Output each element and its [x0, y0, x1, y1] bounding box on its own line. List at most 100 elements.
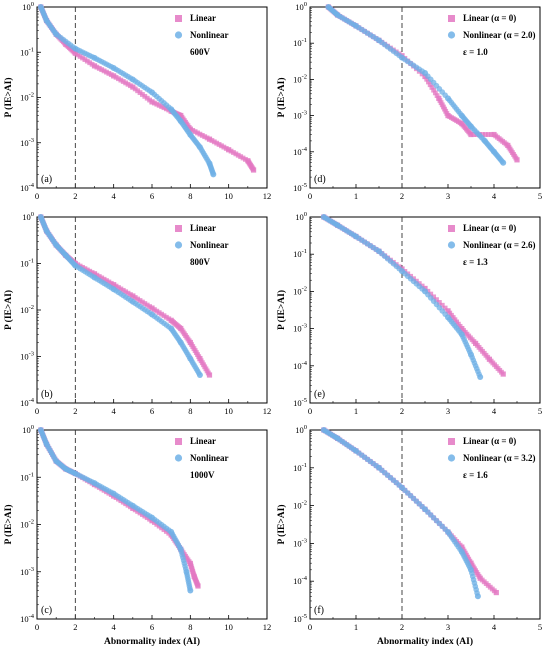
data-point: [206, 372, 213, 378]
y-axis-label: P (IE>AI): [3, 78, 14, 118]
legend-label-nonlinear: Nonlinear: [190, 453, 229, 463]
legend-swatch-nonlinear: [174, 241, 183, 249]
y-tick-label: 100: [295, 424, 307, 435]
legend-swatch-nonlinear: [447, 241, 456, 249]
legend-label-linear: Linear: [190, 223, 216, 233]
legend-label-linear: Linear: [190, 13, 216, 23]
y-tick-label: 10-4: [293, 360, 308, 371]
legend-label-linear: Linear (α = 0): [463, 436, 516, 446]
series-linear: [321, 214, 506, 377]
y-axis-label: P (IE>AI): [3, 505, 14, 545]
data-point: [488, 132, 494, 137]
x-tick-label: 0: [308, 622, 312, 632]
x-tick-label: 2: [73, 191, 77, 201]
legend-swatch-nonlinear: [447, 454, 456, 462]
legend-condition: ε = 1.3: [463, 257, 488, 267]
x-tick-label: 6: [150, 622, 154, 632]
legend-swatch-nonlinear: [174, 454, 183, 462]
y-tick-label: 10-2: [293, 73, 307, 84]
data-point: [431, 87, 437, 93]
plot-frame: [36, 6, 268, 189]
panel-f: 0 1 2 3 4 5 100 10-1 10-2 10-3 10-4 10-5 P (IE>AI) Ab…: [276, 424, 542, 647]
x-tick-label: 1: [354, 406, 358, 416]
legend-swatch-nonlinear: [447, 31, 456, 39]
legend: Linear (α = 0) Nonlinear (α = 2.0) ε = 1.0: [447, 13, 535, 57]
data-point: [500, 159, 507, 166]
x-tick-label: 2: [400, 622, 404, 632]
data-point: [428, 291, 434, 297]
x-tick-label: 0: [35, 406, 39, 416]
y-tick-label: 10-5: [293, 613, 307, 624]
y-tick-label: 10-3: [20, 351, 34, 362]
x-tick-label: 5: [538, 622, 542, 632]
legend: Linear Nonlinear 800V: [174, 223, 229, 267]
x-tick-label: 0: [35, 622, 39, 632]
legend-swatch-linear: [175, 225, 182, 232]
data-point: [431, 294, 437, 300]
x-tick-label: 4: [112, 622, 117, 632]
data-point: [424, 76, 430, 82]
legend-condition: 600V: [190, 47, 211, 57]
y-axis-label: P (IE>AI): [276, 505, 287, 545]
data-point: [436, 300, 442, 305]
legend-swatch-linear: [448, 15, 455, 22]
y-tick-label: 100: [22, 424, 34, 435]
data-point: [434, 297, 439, 303]
series-nonlinear: [37, 427, 194, 594]
series-linear: [38, 427, 201, 589]
y-tick-label: 10-4: [293, 575, 308, 586]
legend-swatch-linear: [448, 225, 455, 232]
y-tick-label: 10-2: [20, 519, 34, 530]
panel-e: 0 1 2 3 4 5 100 10-1 10-2 10-3 10-4 10-5 P (IE>AI) Li…: [276, 211, 542, 416]
panel-a: 0 2 4 6 8 10 12 100 10-1 10-2 10-3 10-4 P (IE>AI) Lin…: [3, 1, 271, 201]
panel-d: 0 1 2 3 4 5 100 10-1 10-2 10-3 10-4 10-5 P (IE>AI) Li…: [276, 1, 542, 201]
x-tick-label: 2: [73, 622, 77, 632]
legend-swatch-linear: [175, 438, 182, 445]
legend-swatch-nonlinear: [174, 31, 183, 39]
x-tick-label: 4: [492, 191, 497, 201]
panel-label: (e): [314, 389, 325, 400]
data-point: [434, 93, 440, 99]
legend-label-nonlinear: Nonlinear: [190, 30, 229, 40]
x-tick-label: 2: [400, 406, 404, 416]
x-tick-label: 2: [73, 406, 77, 416]
legend-label-nonlinear: Nonlinear (α = 2.6): [463, 240, 535, 250]
y-tick-label: 100: [295, 211, 307, 222]
y-tick-label: 10-4: [293, 146, 308, 157]
y-tick-label: 100: [295, 1, 307, 12]
y-tick-label: 10-1: [293, 462, 307, 473]
x-tick-label: 12: [263, 191, 272, 201]
legend-condition: 800V: [190, 257, 211, 267]
legend-label-nonlinear: Nonlinear: [190, 240, 229, 250]
x-tick-label: 0: [308, 191, 312, 201]
y-tick-label: 10-2: [293, 285, 307, 296]
x-tick-label: 4: [112, 406, 117, 416]
y-tick-label: 10-2: [293, 500, 307, 511]
x-tick-label: 4: [492, 406, 497, 416]
x-tick-label: 1: [354, 191, 358, 201]
panel-label: (a): [41, 174, 52, 185]
legend-swatch-linear: [175, 15, 182, 22]
legend: Linear Nonlinear 1000V: [174, 436, 229, 480]
y-tick-label: 10-2: [20, 304, 34, 315]
legend-label-linear: Linear: [190, 436, 216, 446]
legend: Linear (α = 0) Nonlinear (α = 3.2) ε = 1.6: [447, 436, 535, 480]
x-tick-label: 6: [150, 191, 154, 201]
x-tick-label: 5: [538, 191, 542, 201]
x-tick-label: 4: [112, 191, 117, 201]
y-tick-label: 10-4: [20, 182, 35, 193]
y-tick-label: 10-5: [293, 182, 307, 193]
data-point: [429, 85, 435, 90]
x-tick-label: 12: [263, 406, 272, 416]
data-point: [514, 157, 520, 163]
legend-label-nonlinear: Nonlinear (α = 3.2): [463, 453, 535, 463]
y-axis-label: P (IE>AI): [276, 78, 287, 118]
data-point: [419, 71, 425, 77]
x-axis-label: Abnormality index (AI): [104, 636, 200, 647]
panel-b: 0 2 4 6 8 10 12 100 10-1 10-2 10-3 10-4 P (IE>AI) Lin…: [3, 211, 271, 416]
x-tick-label: 10: [224, 406, 233, 416]
data-point: [480, 132, 485, 137]
x-tick-label: 8: [188, 406, 192, 416]
x-tick-label: 6: [150, 406, 154, 416]
